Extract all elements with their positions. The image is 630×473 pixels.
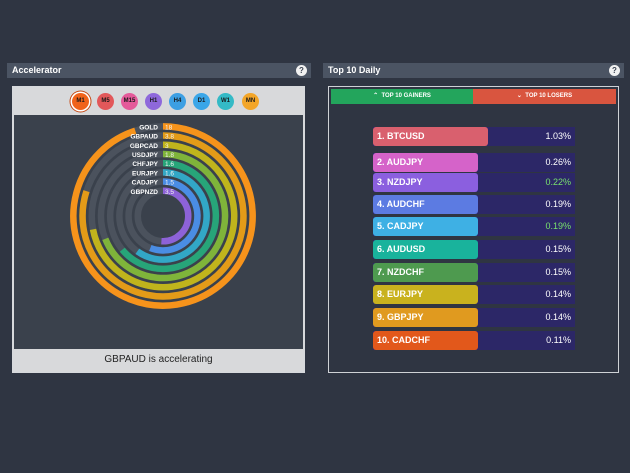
arc-gbpaud <box>79 132 247 300</box>
top10-row[interactable]: 9. GBPJPY 0.14% <box>373 308 575 327</box>
top10-row-value: 1.03% <box>545 131 571 141</box>
timeframe-button-m1[interactable]: M1 <box>72 93 89 110</box>
arc-eurjpy <box>135 169 210 263</box>
top10-row-value: 0.14% <box>545 289 571 299</box>
pair-label-cadjpy: CADJPY <box>132 180 159 187</box>
pair-label-gbpnzd: GBPNZD <box>131 189 159 196</box>
accelerator-panel: Accelerator ? M1 M5 M15 H1 H4 D1 W1 MN GOLD 18 GB… <box>7 63 311 373</box>
pair-label-gbpaud: GBPAUD <box>130 134 158 141</box>
pair-label-usdjpy: USDJPY <box>132 152 159 159</box>
pair-value-gbpnzd: 3.5 <box>165 189 174 196</box>
top10-row-value: 0.15% <box>545 267 571 277</box>
top10-row-value: 0.19% <box>545 221 571 231</box>
top10-row-label: 9. GBPJPY <box>373 308 479 327</box>
pair-value-gbpaud: 3.8 <box>165 134 174 141</box>
tab-losers-label: TOP 10 LOSERS <box>525 93 573 99</box>
pair-value-gbpcad: 3 <box>165 143 169 150</box>
accelerator-header: Accelerator ? <box>7 63 311 78</box>
pair-label-eurjpy: EURJPY <box>132 170 159 177</box>
accelerator-radial-chart: GOLD 18 GBPAUD 3.8 GBPCAD 3 USDJPY 1.8 CHFJPY 1.6… <box>70 123 256 309</box>
top10-row-value: 0.22% <box>545 177 571 187</box>
tab-top-losers[interactable]: ⌄ TOP 10 LOSERS <box>473 89 616 104</box>
help-icon[interactable]: ? <box>296 65 307 76</box>
top10-row-label: 3. NZDJPY <box>373 173 479 192</box>
top10-title: Top 10 Daily <box>328 65 381 75</box>
help-icon[interactable]: ? <box>609 65 620 76</box>
top10-row-label: 1. BTCUSD <box>373 127 489 146</box>
pair-value-chfjpy: 1.6 <box>165 161 174 168</box>
pair-label-gold: GOLD <box>139 124 158 131</box>
top10-panel: Top 10 Daily ? ⌃ TOP 10 GAINERS ⌄ TOP 10… <box>323 63 624 373</box>
accelerator-body: M1 M5 M15 H1 H4 D1 W1 MN GOLD 18 GBPAUD 3.8 GBPCAD 3… <box>12 86 305 373</box>
top10-header: Top 10 Daily ? <box>323 63 624 78</box>
top10-row[interactable]: 10. CADCHF 0.11% <box>373 331 575 350</box>
timeframe-button-m5[interactable]: M5 <box>97 93 114 110</box>
top10-row-label: 8. EURJPY <box>373 285 479 304</box>
arc-gold <box>70 123 256 309</box>
top10-row-label: 4. AUDCHF <box>373 195 479 214</box>
top10-row-label: 7. NZDCHF <box>373 263 479 282</box>
top10-row[interactable]: 2. AUDJPY 0.26% <box>373 153 575 172</box>
top10-row-label: 2. AUDJPY <box>373 153 479 172</box>
timeframe-button-h1[interactable]: H1 <box>145 93 162 110</box>
accelerator-status: GBPAUD is accelerating <box>14 349 303 371</box>
pair-label-chfjpy: CHFJPY <box>132 161 158 168</box>
top10-row-label: 6. AUDUSD <box>373 240 479 259</box>
arc-chfjpy <box>119 159 220 273</box>
chevron-up-icon: ⌃ <box>373 93 379 99</box>
top10-row[interactable]: 3. NZDJPY 0.22% <box>373 173 575 192</box>
pair-value-usdjpy: 1.8 <box>165 152 174 159</box>
timeframe-bar: M1 M5 M15 H1 H4 D1 W1 MN <box>14 88 303 115</box>
chevron-down-icon: ⌄ <box>516 93 522 99</box>
arc-gbpcad <box>89 141 238 291</box>
pair-value-gold: 18 <box>165 124 173 131</box>
pair-value-cadjpy: 1.5 <box>165 180 174 187</box>
top10-row-value: 0.19% <box>545 199 571 209</box>
arc-cadjpy <box>149 178 201 254</box>
accelerator-title: Accelerator <box>12 65 62 75</box>
timeframe-button-d1[interactable]: D1 <box>193 93 210 110</box>
timeframe-button-h4[interactable]: H4 <box>169 93 186 110</box>
tab-gainers-label: TOP 10 GAINERS <box>381 93 431 99</box>
timeframe-button-m15[interactable]: M15 <box>121 93 138 110</box>
timeframe-button-w1[interactable]: W1 <box>217 93 234 110</box>
tab-top-gainers[interactable]: ⌃ TOP 10 GAINERS <box>331 89 473 104</box>
top10-row-value: 0.14% <box>545 312 571 322</box>
top10-row[interactable]: 5. CADJPY 0.19% <box>373 217 575 236</box>
top10-row-label: 5. CADJPY <box>373 217 479 236</box>
timeframe-button-mn[interactable]: MN <box>242 93 259 110</box>
top10-row[interactable]: 8. EURJPY 0.14% <box>373 285 575 304</box>
top10-row[interactable]: 7. NZDCHF 0.15% <box>373 263 575 282</box>
top10-row[interactable]: 1. BTCUSD 1.03% <box>373 127 575 146</box>
top10-row-value: 0.11% <box>546 335 571 345</box>
top10-body: ⌃ TOP 10 GAINERS ⌄ TOP 10 LOSERS 1. BTCU… <box>328 86 619 373</box>
top10-row-value: 0.26% <box>545 157 571 167</box>
top10-row[interactable]: 4. AUDCHF 0.19% <box>373 195 575 214</box>
arc-gbpnzd <box>161 187 192 245</box>
pair-label-gbpcad: GBPCAD <box>130 143 158 150</box>
top10-row-label: 10. CADCHF <box>373 331 479 350</box>
top10-row-value: 0.15% <box>545 244 571 254</box>
top10-row[interactable]: 6. AUDUSD 0.15% <box>373 240 575 259</box>
arc-usdjpy <box>102 150 229 282</box>
pair-value-eurjpy: 1.6 <box>165 170 174 177</box>
